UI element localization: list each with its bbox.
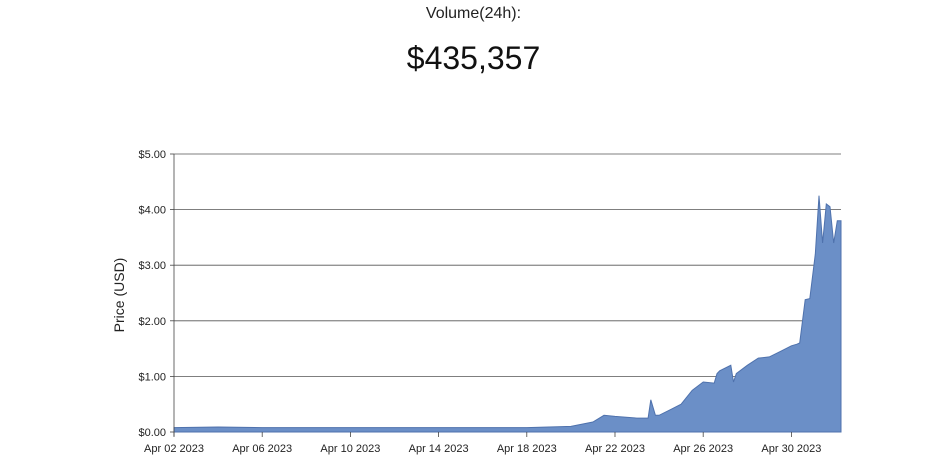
volume-label: Volume(24h): (425, 5, 522, 22)
volume-value: $435,357 (406, 40, 541, 76)
x-axis-ticks: Apr 02 2023 Apr 06 2023 Apr 10 2023 Apr 14 … (144, 432, 821, 455)
price-area (173, 195, 842, 433)
y-axis-title: Price (USD) (111, 258, 127, 333)
x-tick-label: Apr 10 2023 (320, 443, 380, 455)
y-tick-label: $2.00 (138, 316, 166, 328)
y-tick-label: $4.00 (138, 205, 166, 217)
x-tick-label: Apr 18 2023 (497, 443, 557, 455)
y-tick-label: $3.00 (138, 260, 166, 272)
y-axis-ticks: $0.00 $1.00 $2.00 $3.00 $4.00 $5.00 (138, 149, 174, 439)
y-tick-label: $1.00 (138, 371, 166, 383)
x-tick-label: Apr 06 2023 (232, 443, 292, 455)
y-tick-label: $0.00 (138, 427, 166, 439)
x-tick-label: Apr 02 2023 (144, 443, 204, 455)
y-tick-label: $5.00 (138, 149, 166, 161)
x-tick-label: Apr 30 2023 (761, 443, 821, 455)
x-tick-label: Apr 26 2023 (673, 443, 733, 455)
x-tick-label: Apr 14 2023 (409, 443, 469, 455)
x-tick-label: Apr 22 2023 (585, 443, 645, 455)
